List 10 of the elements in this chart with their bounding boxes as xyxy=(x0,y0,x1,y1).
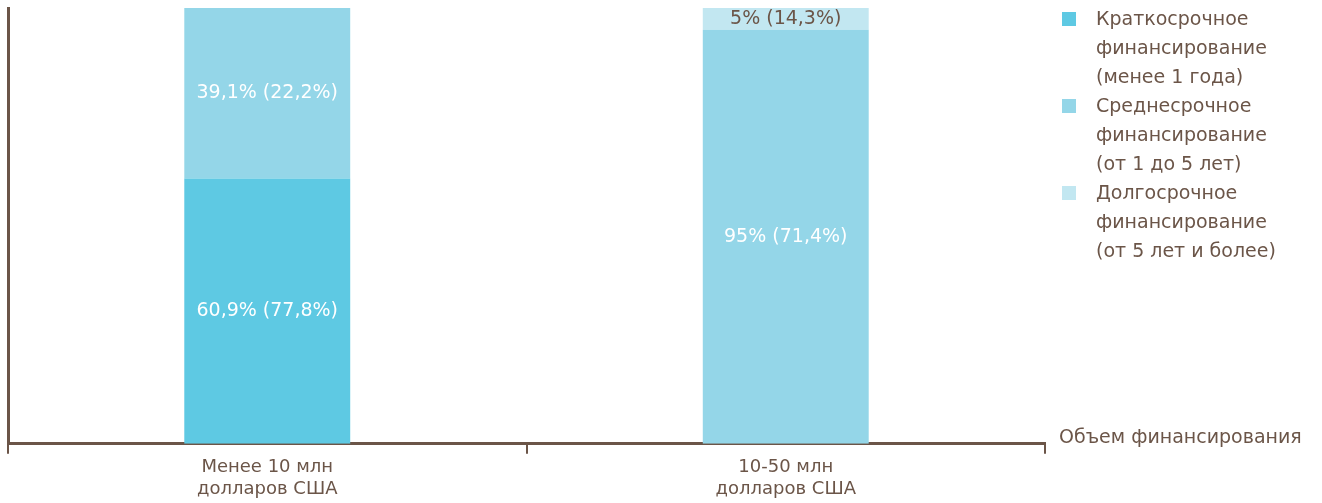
data-label: 5% (14,3%) xyxy=(730,5,842,28)
data-label: 39,1% (22,2%) xyxy=(196,80,339,103)
x-tick-label: 10-50 млн долларов США xyxy=(715,455,857,498)
x-axis-title: Объем финансирования xyxy=(1059,424,1302,447)
x-tick-label: Менее 10 млн долларов США xyxy=(197,455,339,498)
legend-label: Среднесрочное финансирование (от 1 до 5 лет) xyxy=(1096,93,1268,176)
data-label: 95% (71,4%) xyxy=(724,223,848,246)
legend-label: Краткосрочное финансирование (менее 1 года) xyxy=(1096,6,1268,89)
legend-label: Долгосрочное финансирование (от 5 лет и более) xyxy=(1096,180,1277,263)
data-label: 60,9% (77,8%) xyxy=(196,298,339,321)
